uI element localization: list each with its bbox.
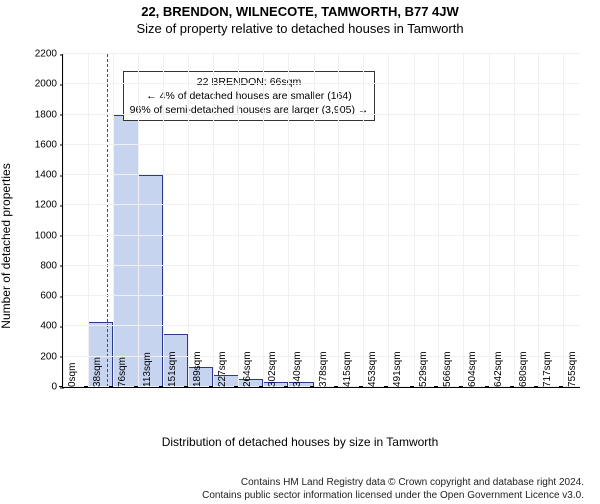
- gridline-h: [63, 235, 580, 236]
- x-tick-label: 680sqm: [514, 351, 529, 387]
- y-tick-label: 800: [40, 260, 63, 271]
- histogram-bar: [113, 115, 138, 387]
- gridline-h: [63, 53, 580, 54]
- gridline-v: [163, 54, 164, 387]
- x-tick-label: 453sqm: [363, 351, 378, 387]
- gridline-h: [63, 325, 580, 326]
- page-title: 22, BRENDON, WILNECOTE, TAMWORTH, B77 4J…: [0, 4, 600, 19]
- gridline-v: [338, 54, 339, 387]
- gridline-v: [363, 54, 364, 387]
- gridline-h: [63, 114, 580, 115]
- y-tick-label: 1200: [35, 200, 63, 211]
- y-tick-label: 2000: [35, 79, 63, 90]
- annotation-line-1: 22 BRENDON: 66sqm: [130, 75, 369, 89]
- x-tick-label: 189sqm: [188, 351, 203, 387]
- chart-area: Number of detached properties 22 BRENDON…: [0, 46, 600, 446]
- annotation-line-3: 96% of semi-detached houses are larger (…: [130, 103, 369, 117]
- x-tick-label: 302sqm: [263, 351, 278, 387]
- y-tick-label: 400: [40, 321, 63, 332]
- gridline-v: [138, 54, 139, 387]
- x-tick-label: 113sqm: [138, 352, 153, 387]
- gridline-v: [538, 54, 539, 387]
- y-tick-label: 1600: [35, 139, 63, 150]
- x-tick-label: 0sqm: [63, 363, 78, 387]
- y-tick-label: 1400: [35, 170, 63, 181]
- gridline-v: [213, 54, 214, 387]
- gridline-v: [263, 54, 264, 387]
- gridline-v: [563, 54, 564, 387]
- y-tick-label: 200: [40, 351, 63, 362]
- gridline-v: [438, 54, 439, 387]
- gridline-v: [314, 54, 315, 387]
- gridline-h: [63, 83, 580, 84]
- y-tick-label: 1800: [35, 109, 63, 120]
- x-tick-label: 491sqm: [388, 351, 403, 387]
- x-tick-label: 340sqm: [288, 351, 303, 387]
- gridline-h: [63, 295, 580, 296]
- x-tick-label: 227sqm: [213, 351, 228, 387]
- gridline-v: [489, 54, 490, 387]
- gridline-v: [188, 54, 189, 387]
- footer-line-1: Contains HM Land Registry data © Crown c…: [16, 476, 584, 489]
- footer: Contains HM Land Registry data © Crown c…: [0, 476, 600, 502]
- x-tick-label: 151sqm: [163, 351, 178, 387]
- x-tick-label: 415sqm: [338, 351, 353, 387]
- gridline-v: [288, 54, 289, 387]
- x-tick-label: 604sqm: [463, 351, 478, 387]
- reference-line: [107, 54, 108, 387]
- x-tick-label: 566sqm: [438, 351, 453, 387]
- x-tick-label: 717sqm: [538, 351, 553, 387]
- x-axis-label: Distribution of detached houses by size …: [0, 435, 600, 449]
- title-block: 22, BRENDON, WILNECOTE, TAMWORTH, B77 4J…: [0, 4, 600, 36]
- gridline-v: [88, 54, 89, 387]
- gridline-v: [113, 54, 114, 387]
- gridline-h: [63, 204, 580, 205]
- y-tick-label: 1000: [35, 230, 63, 241]
- gridline-h: [63, 174, 580, 175]
- x-tick-label: 529sqm: [414, 351, 429, 387]
- gridline-v: [63, 54, 64, 387]
- y-axis-label: Number of detached properties: [0, 81, 13, 246]
- plot-area: 22 BRENDON: 66sqm ← 4% of detached house…: [62, 54, 580, 388]
- page-subtitle: Size of property relative to detached ho…: [0, 21, 600, 36]
- gridline-v: [463, 54, 464, 387]
- gridline-v: [414, 54, 415, 387]
- x-tick-label: 642sqm: [489, 351, 504, 387]
- annotation-line-2: ← 4% of detached houses are smaller (164…: [130, 89, 369, 103]
- y-tick-label: 600: [40, 291, 63, 302]
- x-tick-label: 264sqm: [238, 351, 253, 387]
- footer-line-2: Contains public sector information licen…: [16, 489, 584, 502]
- gridline-v: [238, 54, 239, 387]
- y-tick-label: 0: [51, 382, 63, 393]
- x-tick-label: 76sqm: [113, 357, 128, 387]
- x-tick-label: 378sqm: [314, 351, 329, 387]
- gridline-v: [388, 54, 389, 387]
- gridline-v: [514, 54, 515, 387]
- gridline-h: [63, 265, 580, 266]
- x-tick-label: 38sqm: [88, 357, 103, 387]
- x-tick-label: 755sqm: [563, 351, 578, 387]
- y-tick-label: 2200: [35, 49, 63, 60]
- gridline-h: [63, 144, 580, 145]
